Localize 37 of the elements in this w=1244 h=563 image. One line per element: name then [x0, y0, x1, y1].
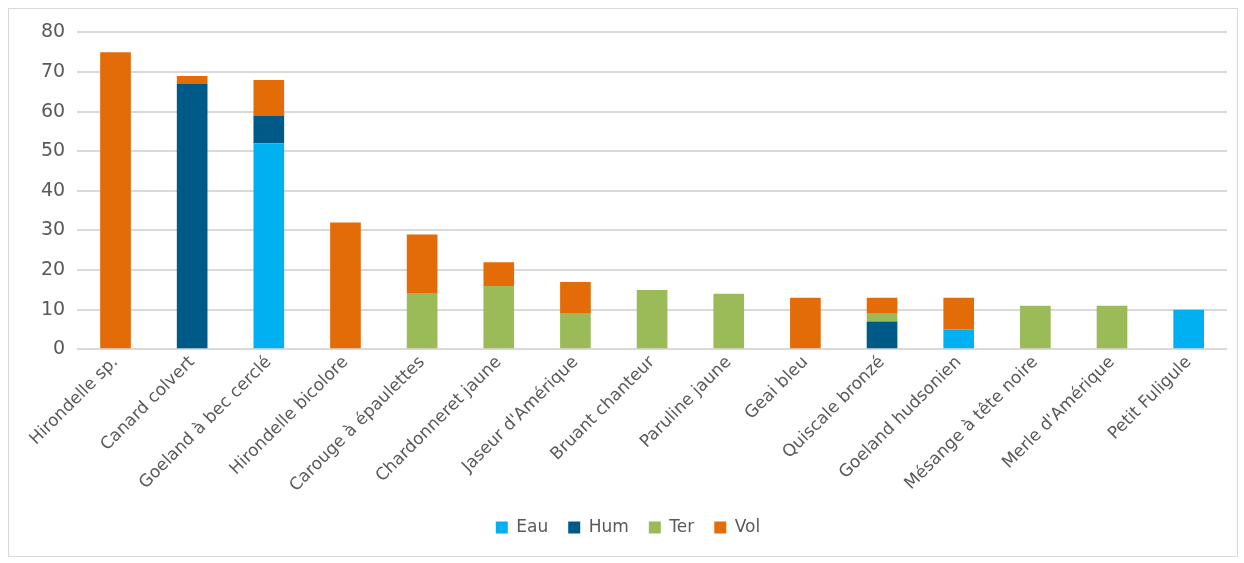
- bar: [176, 83, 208, 349]
- legend-label: Ter: [668, 515, 695, 536]
- bar: [943, 297, 975, 330]
- bar: [483, 285, 515, 349]
- bar: [560, 313, 591, 349]
- bar: [406, 234, 438, 294]
- bar: [866, 321, 898, 349]
- bar: [253, 79, 285, 116]
- bar: [1020, 305, 1051, 349]
- legend-label: Eau: [516, 515, 549, 536]
- y-tick-label: 30: [40, 217, 66, 240]
- y-tick-label: 80: [40, 19, 66, 42]
- bar: [866, 313, 898, 322]
- y-tick-label: 50: [40, 138, 66, 161]
- y-tick-label: 70: [40, 58, 66, 81]
- bar: [636, 289, 668, 349]
- bar: [253, 143, 285, 349]
- bar: [1173, 309, 1204, 349]
- bar: [406, 293, 438, 349]
- bar: [483, 262, 515, 286]
- y-tick-label: 0: [53, 336, 66, 359]
- y-tick-label: 20: [40, 257, 66, 280]
- bar: [560, 281, 591, 314]
- legend-label: Vol: [734, 515, 761, 536]
- bar: [713, 293, 745, 349]
- bar: [253, 115, 285, 144]
- legend-label: Hum: [588, 515, 629, 536]
- bar: [1096, 305, 1128, 349]
- bar: [176, 75, 208, 84]
- bar: [100, 52, 131, 349]
- bar: [790, 297, 821, 349]
- bar: [943, 329, 975, 349]
- bar: [330, 222, 361, 349]
- y-tick-label: 40: [40, 177, 66, 200]
- y-tick-label: 60: [40, 98, 66, 121]
- bar: [866, 297, 898, 314]
- y-tick-label: 10: [40, 296, 66, 319]
